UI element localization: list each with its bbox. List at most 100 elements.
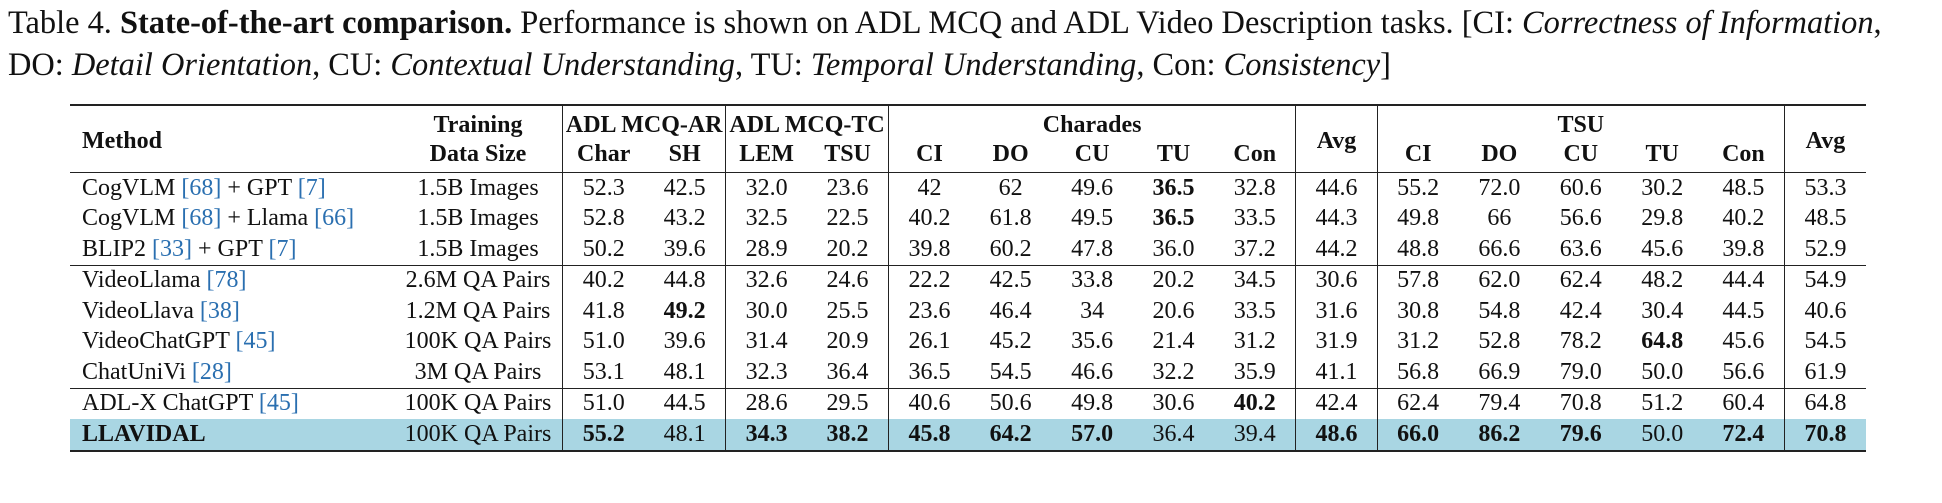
value-cell: 23.6: [887, 296, 970, 327]
value-cell: 33.8: [1051, 264, 1133, 296]
value-cell: 41.8: [562, 296, 645, 327]
value-cell: 72.4: [1702, 419, 1785, 452]
header-avg-tsu: Avg: [1783, 105, 1866, 173]
value-cell: 66.9: [1478, 358, 1521, 385]
value-cell: 54.8: [1478, 297, 1521, 324]
value-cell: 20.9: [826, 328, 869, 355]
value-cell: 20.2: [826, 235, 869, 262]
value-cell: 29.5: [807, 387, 889, 419]
table-body: CogVLM [68] + GPT [7] 1.5B Images 52.3 42.5…: [70, 172, 1866, 452]
method-cell: BLIP2 [33] + GPT [7]: [70, 234, 394, 265]
citation-link: [66]: [314, 205, 355, 232]
header-sub: CI: [1376, 139, 1459, 173]
value-cell: 54.5: [989, 358, 1032, 385]
value-cell: 57.8: [1376, 264, 1459, 296]
table-row: VideoLlava [38] 1.2M QA Pairs 41.8 49.2 30.0…: [70, 296, 1866, 327]
header-training-line1: Training: [433, 111, 523, 138]
value-cell: 40.6: [887, 387, 970, 419]
caption-do: Detail Orientation: [71, 47, 313, 83]
method-name: VideoChatGPT: [82, 328, 230, 355]
value-cell: 34: [1080, 297, 1105, 324]
training-size-cell: 1.5B Images: [393, 172, 563, 204]
header-sub: CU: [1074, 140, 1110, 167]
value-cell: 51.0: [562, 387, 645, 419]
value-cell: 32.6: [725, 264, 808, 296]
value-cell: 42.5: [644, 172, 726, 204]
citation-link: [38]: [199, 297, 240, 324]
value-cell: 62.4: [1540, 264, 1622, 296]
value-cell: 30.6: [1295, 264, 1378, 296]
training-size-cell: 100K QA Pairs: [393, 387, 563, 419]
value-cell: 32.5: [725, 203, 808, 234]
value-cell: 44.4: [1702, 264, 1785, 296]
citation-link: [33]: [152, 235, 192, 262]
value-cell: 49.5: [1071, 205, 1114, 232]
value-cell: 32.3: [725, 357, 808, 388]
value-cell: 35.9: [1233, 358, 1276, 385]
value-cell: 79.0: [1559, 358, 1602, 385]
value-cell: 42: [887, 172, 970, 204]
value-cell: 49.6: [1051, 172, 1133, 204]
value-cell: 53.1: [562, 357, 645, 388]
value-cell: 42.5: [969, 264, 1052, 296]
value-cell: 22.2: [887, 264, 970, 296]
value-cell: 72.0: [1458, 172, 1541, 204]
value-cell: 43.2: [663, 205, 706, 232]
value-cell: 24.6: [807, 264, 889, 296]
value-cell: 48.5: [1702, 172, 1785, 204]
value-cell: 39.6: [663, 235, 706, 262]
header-sub: CI: [887, 139, 970, 173]
value-cell: 45.8: [887, 419, 970, 452]
value-cell: 56.6: [1722, 358, 1765, 385]
value-cell: 34.3: [725, 419, 808, 452]
value-cell: 79.4: [1458, 387, 1541, 419]
header-sub: Con: [1233, 140, 1277, 167]
value-cell: 36.5: [887, 357, 970, 388]
comparison-table-wrap: Method Training ADL MCQ-AR ADL MCQ-TC Ch…: [70, 104, 1866, 452]
caption-cu: Contextual Understanding: [390, 47, 735, 83]
header-tsu: TSU: [1376, 105, 1785, 139]
header-adl-ar: ADL MCQ-AR: [562, 105, 726, 139]
value-cell: 52.9: [1783, 234, 1866, 265]
value-cell: 40.2: [1214, 387, 1296, 419]
value-cell: 62.0: [1458, 264, 1541, 296]
header-sub: TSU: [824, 140, 871, 167]
method-name: ADL-X ChatGPT: [82, 390, 253, 417]
caption-title: State-of-the-art comparison.: [119, 5, 513, 41]
value-cell: 30.0: [725, 296, 808, 327]
table-row: ChatUniVi [28] 3M QA Pairs 53.1 48.1 32.3 36.…: [70, 357, 1866, 388]
value-cell: 38.2: [807, 419, 889, 452]
training-size-cell: 100K QA Pairs: [393, 419, 563, 452]
method-cell: VideoLlama [78]: [70, 264, 394, 296]
value-cell: 60.4: [1702, 387, 1785, 419]
method-cell: ChatUniVi [28]: [70, 357, 394, 388]
value-cell: 60.2: [989, 235, 1032, 262]
value-cell: 21.4: [1152, 328, 1195, 355]
caption-label: Table 4.: [8, 5, 112, 41]
value-cell: 30.4: [1641, 297, 1684, 324]
value-cell: 61.9: [1783, 357, 1866, 388]
value-cell: 52.8: [1478, 328, 1521, 355]
value-cell: 44.2: [1295, 234, 1378, 265]
value-cell: 61.8: [989, 205, 1032, 232]
citation-link: [28]: [191, 358, 232, 385]
value-cell: 20.6: [1152, 297, 1195, 324]
value-cell: 54.9: [1783, 264, 1866, 296]
value-cell: 70.8: [1540, 387, 1622, 419]
method-cell: CogVLM [68] + Llama [66]: [70, 204, 394, 235]
header-sub: TU: [1156, 140, 1191, 167]
value-cell: 42.4: [1559, 297, 1602, 324]
value-cell: 36.4: [826, 358, 869, 385]
value-cell: 55.2: [1376, 172, 1459, 204]
table-row: CogVLM [68] + Llama [66] 1.5B Images 52.8 4…: [70, 203, 1866, 235]
method-cell: LLAVIDAL: [70, 419, 394, 452]
value-cell: 36.5: [1132, 172, 1215, 204]
table-row: VideoChatGPT [45] 100K QA Pairs 51.0 39.6 31…: [70, 326, 1866, 357]
method-name: VideoLlava: [82, 297, 194, 324]
value-cell: 50.0: [1621, 419, 1703, 452]
caption-text: Performance is shown on ADL MCQ and ADL …: [520, 5, 1454, 41]
table-row: BLIP2 [33] + GPT [7] 1.5B Images 50.2 39.6 2…: [70, 234, 1866, 265]
value-cell: 50.6: [969, 387, 1052, 419]
value-cell: 47.8: [1071, 235, 1114, 262]
citation-link: [68]: [181, 205, 222, 232]
